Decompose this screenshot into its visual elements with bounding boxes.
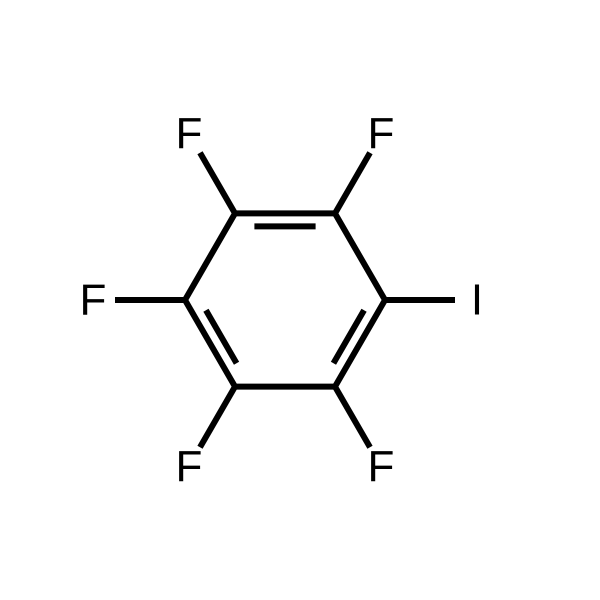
ring-double-C6-C1 (333, 310, 364, 363)
sub-bond-fluorine-2 (335, 153, 370, 214)
label-fluorine-3: F (176, 109, 203, 158)
molecule-diagram: I F F F F F (0, 0, 600, 600)
sub-bond-fluorine-3 (200, 153, 235, 214)
label-fluorine-2: F (368, 109, 395, 158)
ring-double-C4-C5 (206, 310, 237, 363)
label-fluorine-4: F (80, 276, 107, 325)
label-iodine: I (471, 276, 483, 325)
label-fluorine-5: F (176, 442, 203, 491)
ring-bond-C3-C4 (185, 213, 235, 300)
sub-bond-fluorine-5 (200, 387, 235, 448)
sub-bond-fluorine-6 (335, 387, 370, 448)
ring-bond-C1-C2 (335, 213, 385, 300)
label-fluorine-6: F (368, 442, 395, 491)
